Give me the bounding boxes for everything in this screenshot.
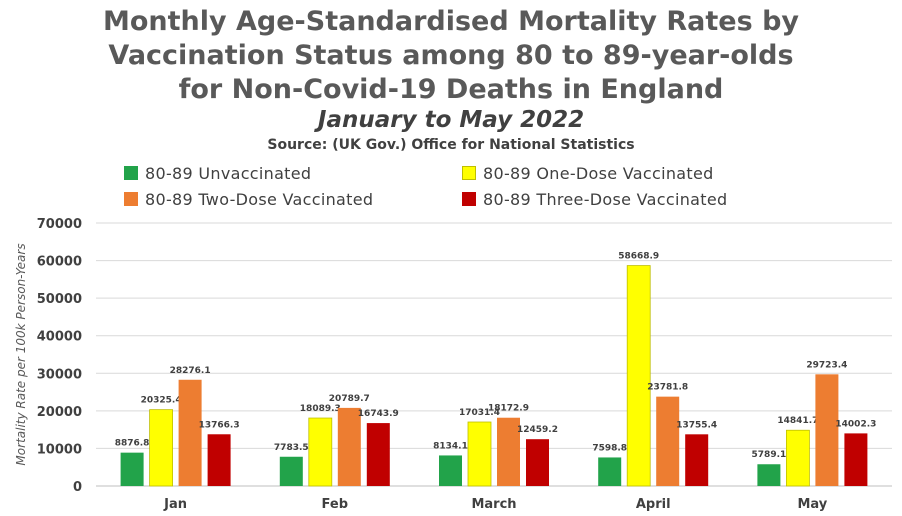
- data-label: 16743.9: [358, 409, 399, 419]
- bar-feb-series-0: [279, 456, 303, 486]
- data-label: 7783.5: [274, 443, 309, 453]
- data-label: 5789.1: [752, 450, 787, 460]
- bar-jan-series-0: [120, 452, 144, 486]
- bar-april-series-0: [598, 457, 622, 486]
- chart-title-line-1: Monthly Age-Standardised Mortality Rates…: [102, 6, 799, 37]
- bar-may-series-2: [815, 374, 839, 486]
- chart-subtitle: January to May 2022: [317, 107, 585, 133]
- data-label: 14002.3: [835, 419, 876, 429]
- bar-jan-series-2: [178, 379, 202, 486]
- x-tick-label: May: [798, 497, 828, 512]
- data-label: 23781.8: [647, 383, 688, 393]
- chart-source: Source: (UK Gov.) Office for National St…: [267, 137, 635, 153]
- data-label: 58668.9: [618, 252, 659, 262]
- y-tick-label: 10000: [37, 442, 82, 457]
- y-tick-label: 70000: [37, 217, 82, 232]
- data-label: 8134.1: [433, 441, 468, 451]
- chart-title-line-2: Vaccination Status among 80 to 89-year-o…: [108, 40, 794, 71]
- bar-april-series-3: [685, 434, 709, 486]
- data-label: 20789.7: [329, 394, 370, 404]
- data-label: 13766.3: [199, 420, 240, 430]
- bar-feb-series-3: [366, 423, 390, 486]
- bar-march-series-3: [526, 439, 549, 486]
- x-tick-label: Jan: [163, 497, 187, 512]
- bar-may-series-3: [844, 433, 868, 486]
- legend-swatch-two-dose: [124, 192, 138, 206]
- legend-swatch-unvaccinated: [124, 166, 138, 180]
- bar-may-series-1: [786, 429, 810, 487]
- y-tick-label: 30000: [37, 367, 82, 382]
- legend-item-three-dose: 80-89 Three-Dose Vaccinated: [462, 189, 727, 209]
- bar-april-series-1: [626, 265, 651, 487]
- legend-swatch-three-dose: [462, 192, 476, 206]
- data-label: 8876.8: [115, 439, 150, 449]
- bar-jan-series-3: [207, 434, 231, 486]
- bar-jan-series-1: [149, 409, 174, 487]
- data-label: 12459.2: [517, 425, 558, 435]
- bar-feb-series-1: [308, 417, 333, 487]
- legend-swatch-one-dose: [462, 166, 476, 180]
- y-tick-label: 50000: [37, 292, 82, 307]
- y-tick-label: 0: [73, 480, 82, 495]
- y-tick-label: 60000: [37, 255, 82, 270]
- legend-label-one-dose: 80-89 One-Dose Vaccinated: [483, 163, 714, 183]
- legend-item-two-dose: 80-89 Two-Dose Vaccinated: [124, 189, 373, 209]
- bar-april-series-2: [656, 396, 680, 486]
- y-tick-label: 40000: [37, 330, 82, 345]
- data-label: 20325.4: [141, 396, 182, 406]
- data-label: 13755.4: [676, 420, 717, 430]
- bar-march-series-1: [467, 421, 492, 487]
- data-label: 29723.4: [806, 360, 847, 370]
- data-label: 14841.7: [777, 416, 818, 426]
- x-tick-label: Feb: [322, 497, 348, 512]
- bar-may-series-0: [757, 464, 781, 486]
- data-label: 17031.4: [459, 408, 500, 418]
- bar-feb-series-2: [337, 407, 361, 486]
- legend-label-two-dose: 80-89 Two-Dose Vaccinated: [145, 189, 374, 209]
- legend-item-one-dose: 80-89 One-Dose Vaccinated: [462, 163, 714, 183]
- y-axis-title: Mortality Rate per 100k Person-Years: [14, 243, 28, 465]
- data-label: 7598.8: [592, 443, 627, 453]
- bar-march-series-2: [497, 417, 520, 486]
- data-label: 28276.1: [170, 366, 211, 376]
- legend-label-unvaccinated: 80-89 Unvaccinated: [145, 163, 312, 183]
- y-tick-label: 20000: [37, 405, 82, 420]
- chart-title-line-3: for Non-Covid-19 Deaths in England: [178, 74, 724, 105]
- data-label: 18172.9: [488, 404, 529, 414]
- legend-item-unvaccinated: 80-89 Unvaccinated: [124, 163, 311, 183]
- bar-march-series-0: [439, 455, 462, 486]
- x-tick-label: March: [471, 497, 516, 512]
- legend-label-three-dose: 80-89 Three-Dose Vaccinated: [483, 189, 728, 209]
- x-tick-label: April: [636, 497, 671, 512]
- data-label: 18089.3: [300, 404, 341, 414]
